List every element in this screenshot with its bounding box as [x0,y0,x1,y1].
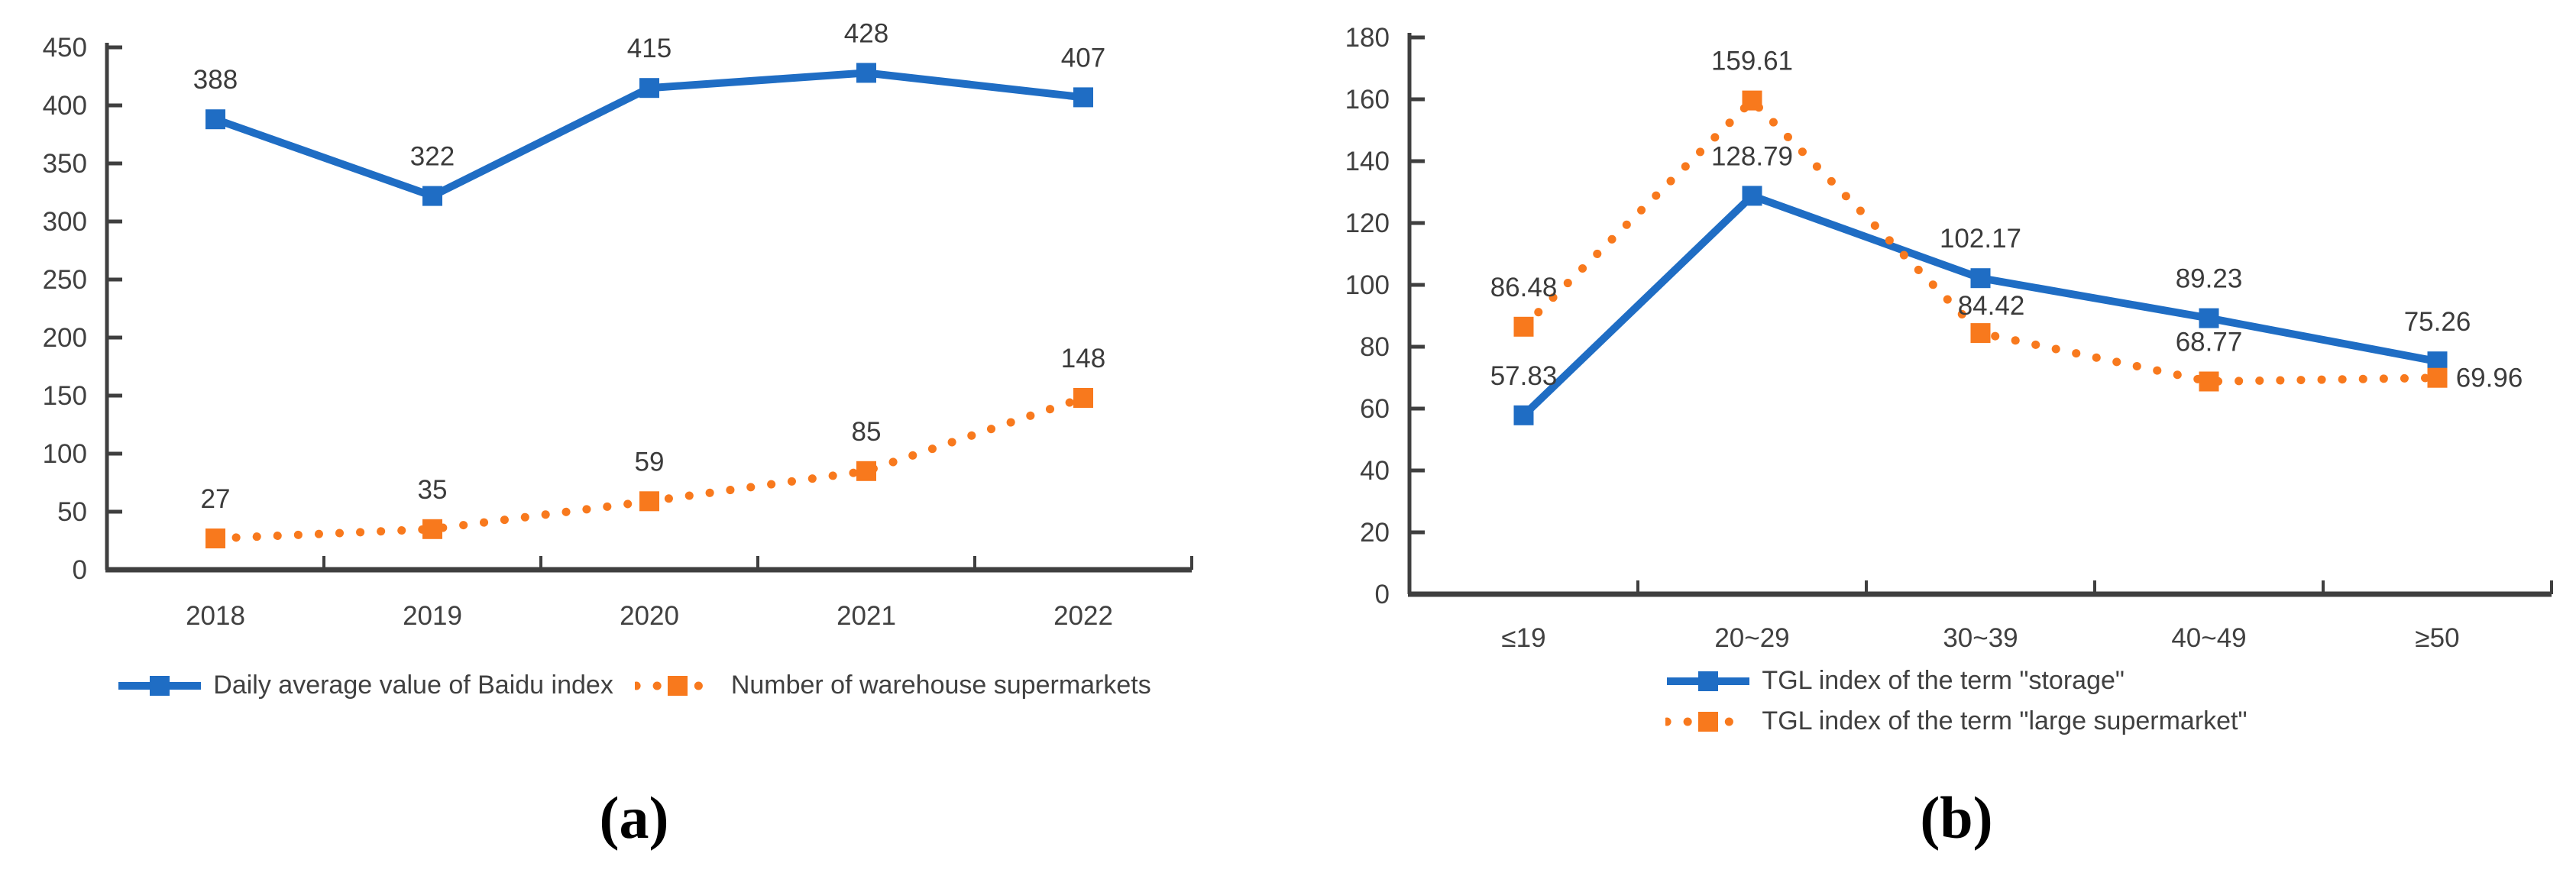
y-tick-label: 150 [43,381,87,411]
data-label: 84.42 [1958,291,2025,321]
legend-marker [118,675,202,696]
y-tick-label: 40 [1360,456,1390,486]
legend-label: Daily average value of Baidu index [213,671,613,700]
y-tick-label: 300 [43,207,87,237]
legend-label: Number of warehouse supermarkets [730,671,1151,700]
legend-marker [1665,711,1752,732]
y-tick-label: 80 [1360,332,1390,362]
chart-b-legend: TGL index of the term "storage" TGL index… [1337,666,2576,736]
series-marker [1970,323,1991,344]
x-tick-label: 2020 [620,601,679,631]
legend-item: TGL index of the term "storage" [1665,666,2125,696]
data-label: 27 [201,484,231,514]
x-tick-label: 40~49 [2171,623,2246,653]
x-tick-label: 20~29 [1714,623,1789,653]
data-label: 102.17 [1940,224,2021,254]
data-label: 388 [193,65,238,95]
data-label: 85 [852,417,882,447]
legend-item: Number of warehouse supermarkets [634,671,1151,700]
y-tick-label: 100 [43,439,87,469]
x-tick-label: 2018 [186,601,245,631]
series-marker [1742,90,1762,111]
y-tick-label: 400 [43,91,87,121]
chart-a-panel: 0 50 100 150 200 250 300 350 400 450 2018 2019 2020 2… [0,0,1268,876]
legend-item: TGL index of the term "large supermarket… [1665,706,2248,736]
y-tick-label: 140 [1345,147,1390,176]
data-label: 59 [635,447,665,477]
chart-a-legend-items: Daily average value of Baidu index Number… [117,671,1151,700]
x-tick-label: ≤19 [1501,623,1545,653]
y-tick-label: 450 [43,33,87,63]
y-tick-label: 160 [1345,85,1390,115]
chart-b-plot: 0 20 40 60 80 100 120 140 160 180 ≤19 20~29 30~39 40~… [1345,23,2553,653]
series-marker [1742,186,1762,206]
series-marker [2199,371,2219,392]
series-marker [422,519,442,539]
data-label: 75.26 [2404,307,2471,337]
data-label: 428 [844,18,888,48]
data-label: 69.96 [2456,364,2523,393]
x-tick-label: 30~39 [1943,623,2018,653]
data-label: 322 [410,142,455,172]
chart-b-caption: (b) [1920,784,1993,851]
series-marker [639,78,659,99]
y-tick-label: 200 [43,323,87,353]
data-label: 148 [1061,344,1105,373]
data-label: 89.23 [2176,264,2243,294]
data-label: 57.83 [1490,361,1558,391]
y-tick-label: 350 [43,149,87,179]
legend-marker [634,675,720,696]
series-marker [2199,308,2219,328]
chart-b-panel: 0 20 40 60 80 100 120 140 160 180 ≤19 20~29 30~39 40~… [1337,0,2576,876]
x-tick-label: 2021 [837,601,896,631]
series-marker [422,186,442,206]
data-label: 407 [1061,43,1105,73]
data-label: 86.48 [1490,273,1558,302]
x-tick-label: ≥50 [2415,623,2459,653]
x-tick-label: 2019 [403,601,462,631]
series-marker [205,109,225,130]
chart-a-plot: 0 50 100 150 200 250 300 350 400 450 2018 2019 2020 2… [43,18,1193,631]
series-marker [1513,316,1534,337]
x-tick-label: 2022 [1053,601,1113,631]
series-marker [639,491,659,512]
series-marker [2427,367,2448,388]
legend-label: TGL index of the term "storage" [1762,666,2125,695]
series-marker [1073,388,1093,408]
y-tick-label: 0 [73,555,87,585]
series-marker [856,461,876,481]
y-tick-label: 180 [1345,23,1390,53]
y-tick-label: 120 [1345,208,1390,238]
series-marker [205,529,225,548]
data-label: 128.79 [1711,141,1793,171]
chart-a-legend: Daily average value of Baidu index Number… [0,671,1268,700]
y-tick-label: 60 [1360,394,1390,424]
data-label: 68.77 [2176,328,2243,357]
y-tick-label: 20 [1360,518,1390,548]
chart-b-legend-items: TGL index of the term "storage" TGL index… [1665,666,2248,736]
legend-label: TGL index of the term "large supermarket… [1762,706,2248,735]
series-marker [1970,268,1991,289]
legend-item: Daily average value of Baidu index [117,671,613,700]
legend-marker [1667,671,1750,691]
y-tick-label: 100 [1345,270,1390,300]
y-tick-label: 0 [1375,580,1390,609]
series-marker [1073,87,1093,108]
series-marker [1513,405,1534,425]
series-marker [856,63,876,83]
data-label: 159.61 [1711,47,1793,76]
chart-a-caption: (a) [599,784,669,851]
data-label: 35 [418,475,448,505]
y-tick-label: 250 [43,265,87,295]
data-label: 415 [627,34,672,63]
y-tick-label: 50 [57,497,87,527]
